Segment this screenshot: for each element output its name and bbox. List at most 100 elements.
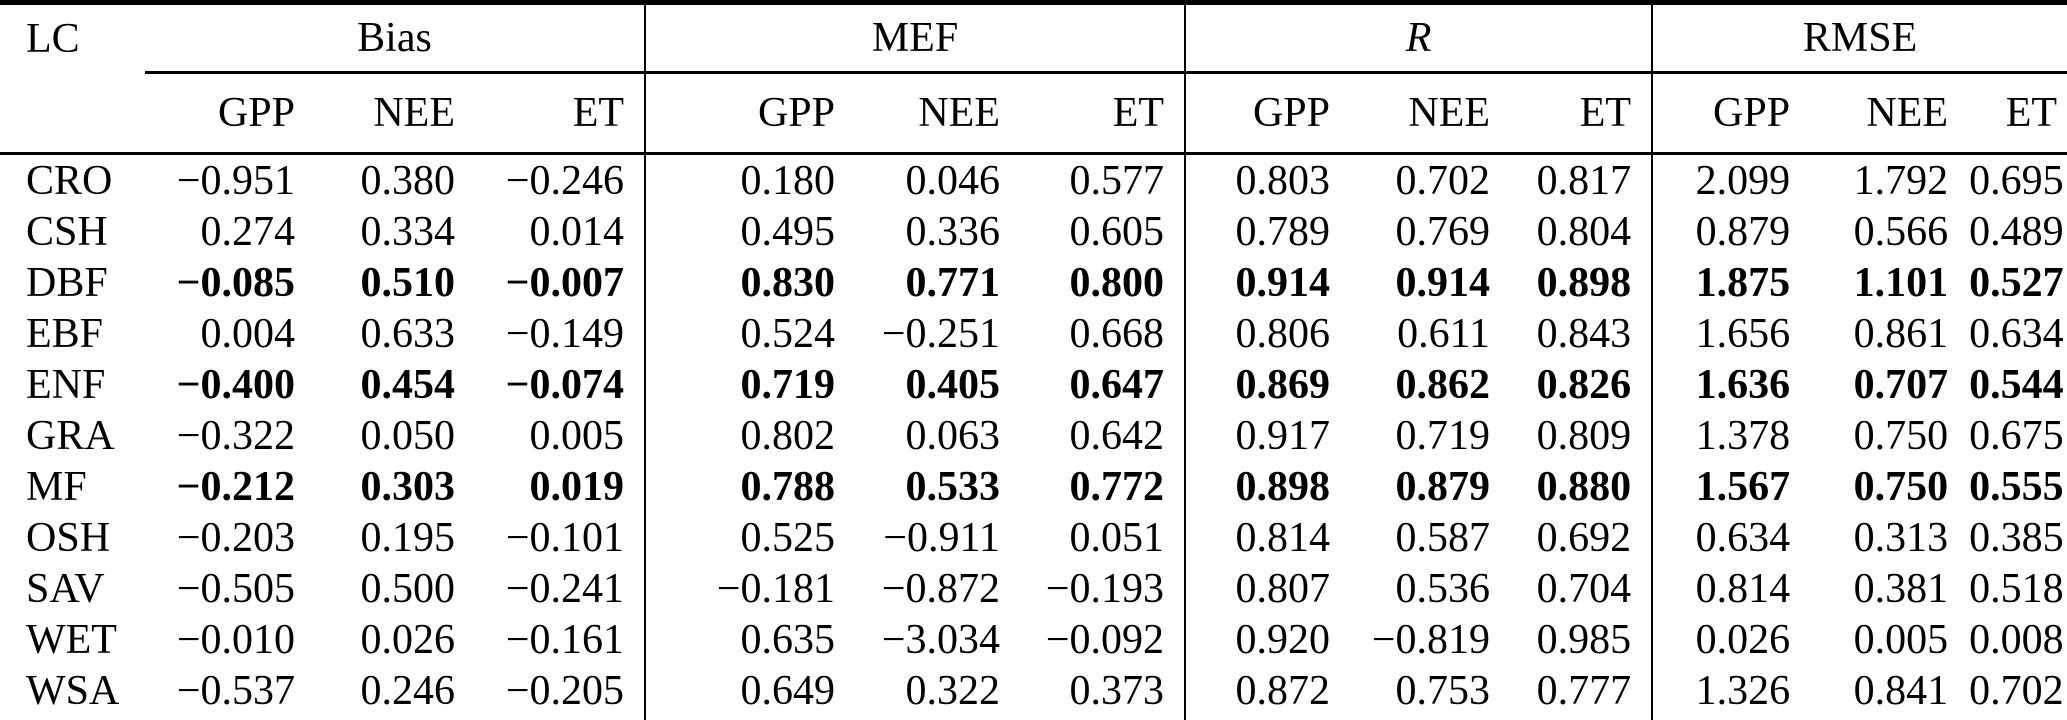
value-cell: 0.313 (1853, 514, 1949, 561)
value-cell: 0.879 (1651, 206, 1811, 257)
group-header-r: R (1184, 2, 1653, 74)
value-cell: 0.880 (1536, 463, 1632, 510)
value-cell: 0.063 (905, 412, 1001, 459)
value-cell: 0.518 (1969, 565, 2064, 612)
value-cell: −0.092 (1045, 616, 1165, 663)
table-row: DBF −0.085 0.510 −0.007 0.830 0.771 0.800 0.914… (0, 257, 2067, 308)
value-cell: 0.274 (200, 208, 296, 255)
value-cell: 0.566 (1853, 208, 1949, 255)
value-cell: 1.636 (1651, 359, 1811, 410)
row-label-mf: MF (26, 463, 87, 510)
value-cell: 0.771 (905, 259, 1001, 306)
value-cell: 0.702 (1969, 667, 2064, 714)
value-cell: 0.806 (1184, 308, 1351, 359)
row-label-cro: CRO (26, 157, 113, 204)
value-cell: 0.005 (1853, 616, 1949, 663)
value-cell: 0.577 (1069, 157, 1165, 204)
value-cell: 0.914 (1184, 257, 1351, 308)
table-body: CRO −0.951 0.380 −0.246 0.180 0.046 0.577 0.803… (0, 153, 2067, 720)
group-header-mef: MEF (643, 2, 1186, 74)
value-cell: 1.656 (1651, 308, 1811, 359)
value-cell: 0.611 (1397, 310, 1491, 357)
value-cell: −3.034 (881, 616, 1000, 663)
col-header-rmse-gpp: GPP (1651, 72, 1811, 155)
value-cell: 0.005 (529, 412, 625, 459)
value-cell: 0.789 (1184, 206, 1351, 257)
col-header-bias-et: ET (475, 72, 645, 155)
col-header-bias-nee: NEE (315, 72, 475, 155)
value-cell: 0.879 (1395, 463, 1491, 510)
value-cell: 0.026 (1651, 614, 1811, 665)
value-cell: 0.803 (1184, 153, 1351, 206)
value-cell: −0.400 (176, 361, 295, 408)
value-cell: −0.212 (176, 463, 295, 510)
table-row: CRO −0.951 0.380 −0.246 0.180 0.046 0.577 0.803… (0, 153, 2067, 206)
value-cell: 0.695 (1969, 157, 2064, 204)
value-cell: 0.862 (1395, 361, 1491, 408)
col-header-r-gpp: GPP (1184, 72, 1351, 155)
value-cell: −0.203 (176, 514, 295, 561)
value-cell: 0.008 (1969, 616, 2064, 663)
value-cell: 0.634 (1969, 310, 2064, 357)
col-header-mef-nee: NEE (855, 72, 1020, 155)
row-label-wsa: WSA (26, 667, 120, 714)
value-cell: 0.246 (360, 667, 456, 714)
col-header-mef-et: ET (1020, 72, 1186, 155)
value-cell: 0.180 (644, 153, 855, 206)
value-cell: −0.911 (883, 514, 1000, 561)
table-row: WET −0.010 0.026 −0.161 0.635 −3.034 −0.092 0.9… (0, 614, 2067, 665)
corner-header-lc: LC (0, 2, 145, 155)
value-cell: 0.869 (1184, 359, 1351, 410)
col-header-mef-gpp: GPP (644, 72, 855, 155)
value-cell: 0.920 (1184, 614, 1351, 665)
table-row: EBF 0.004 0.633 −0.149 0.524 −0.251 0.668 0.806… (0, 308, 2067, 359)
value-cell: 0.750 (1853, 463, 1949, 510)
value-cell: 0.814 (1651, 563, 1811, 614)
value-cell: 1.326 (1651, 665, 1811, 720)
value-cell: 0.004 (200, 310, 296, 357)
row-label-sav: SAV (26, 565, 105, 612)
value-cell: −0.161 (505, 616, 624, 663)
value-cell: 0.587 (1395, 514, 1491, 561)
value-cell: 0.649 (644, 665, 855, 720)
value-cell: 0.704 (1536, 565, 1632, 612)
value-cell: −0.251 (881, 310, 1000, 357)
row-label-csh: CSH (26, 208, 108, 255)
value-cell: −0.085 (176, 259, 295, 306)
sub-header-row: GPP NEE ET GPP NEE ET GPP NEE ET GPP NEE… (0, 72, 2067, 155)
value-cell: 0.524 (644, 308, 855, 359)
value-cell: 0.014 (529, 208, 625, 255)
value-cell: 0.605 (1069, 208, 1165, 255)
value-cell: 0.750 (1853, 412, 1949, 459)
value-cell: 0.525 (644, 512, 855, 563)
row-label-enf: ENF (26, 361, 106, 408)
row-label-dbf: DBF (26, 259, 108, 306)
value-cell: 0.985 (1536, 616, 1632, 663)
value-cell: 0.642 (1069, 412, 1165, 459)
value-cell: 0.807 (1184, 563, 1351, 614)
row-label-wet: WET (26, 616, 117, 663)
value-cell: 0.303 (360, 463, 456, 510)
value-cell: 0.322 (905, 667, 1001, 714)
value-cell: −0.246 (505, 157, 624, 204)
value-cell: −0.205 (505, 667, 624, 714)
value-cell: 2.099 (1651, 153, 1811, 206)
value-cell: 0.527 (1969, 259, 2064, 306)
value-cell: 0.826 (1536, 361, 1632, 408)
value-cell: 0.814 (1184, 512, 1351, 563)
value-cell: 0.544 (1969, 361, 2064, 408)
col-header-r-et: ET (1510, 72, 1653, 155)
value-cell: 0.769 (1395, 208, 1491, 255)
row-label-osh: OSH (26, 514, 111, 561)
value-cell: −0.819 (1371, 616, 1491, 663)
value-cell: 0.373 (1069, 667, 1165, 714)
value-cell: 0.405 (905, 361, 1001, 408)
col-header-bias-gpp: GPP (145, 72, 315, 155)
group-header-bias: Bias (145, 2, 645, 74)
table-row: SAV −0.505 0.500 −0.241 −0.181 −0.872 −0.193 0.… (0, 563, 2067, 614)
table-header: LC Bias MEF R RMSE GPP NEE ET GPP NEE ET… (0, 2, 2067, 155)
table-row: CSH 0.274 0.334 0.014 0.495 0.336 0.605 0.789 0.… (0, 206, 2067, 257)
value-cell: 0.536 (1395, 565, 1491, 612)
value-cell: 0.861 (1853, 310, 1949, 357)
